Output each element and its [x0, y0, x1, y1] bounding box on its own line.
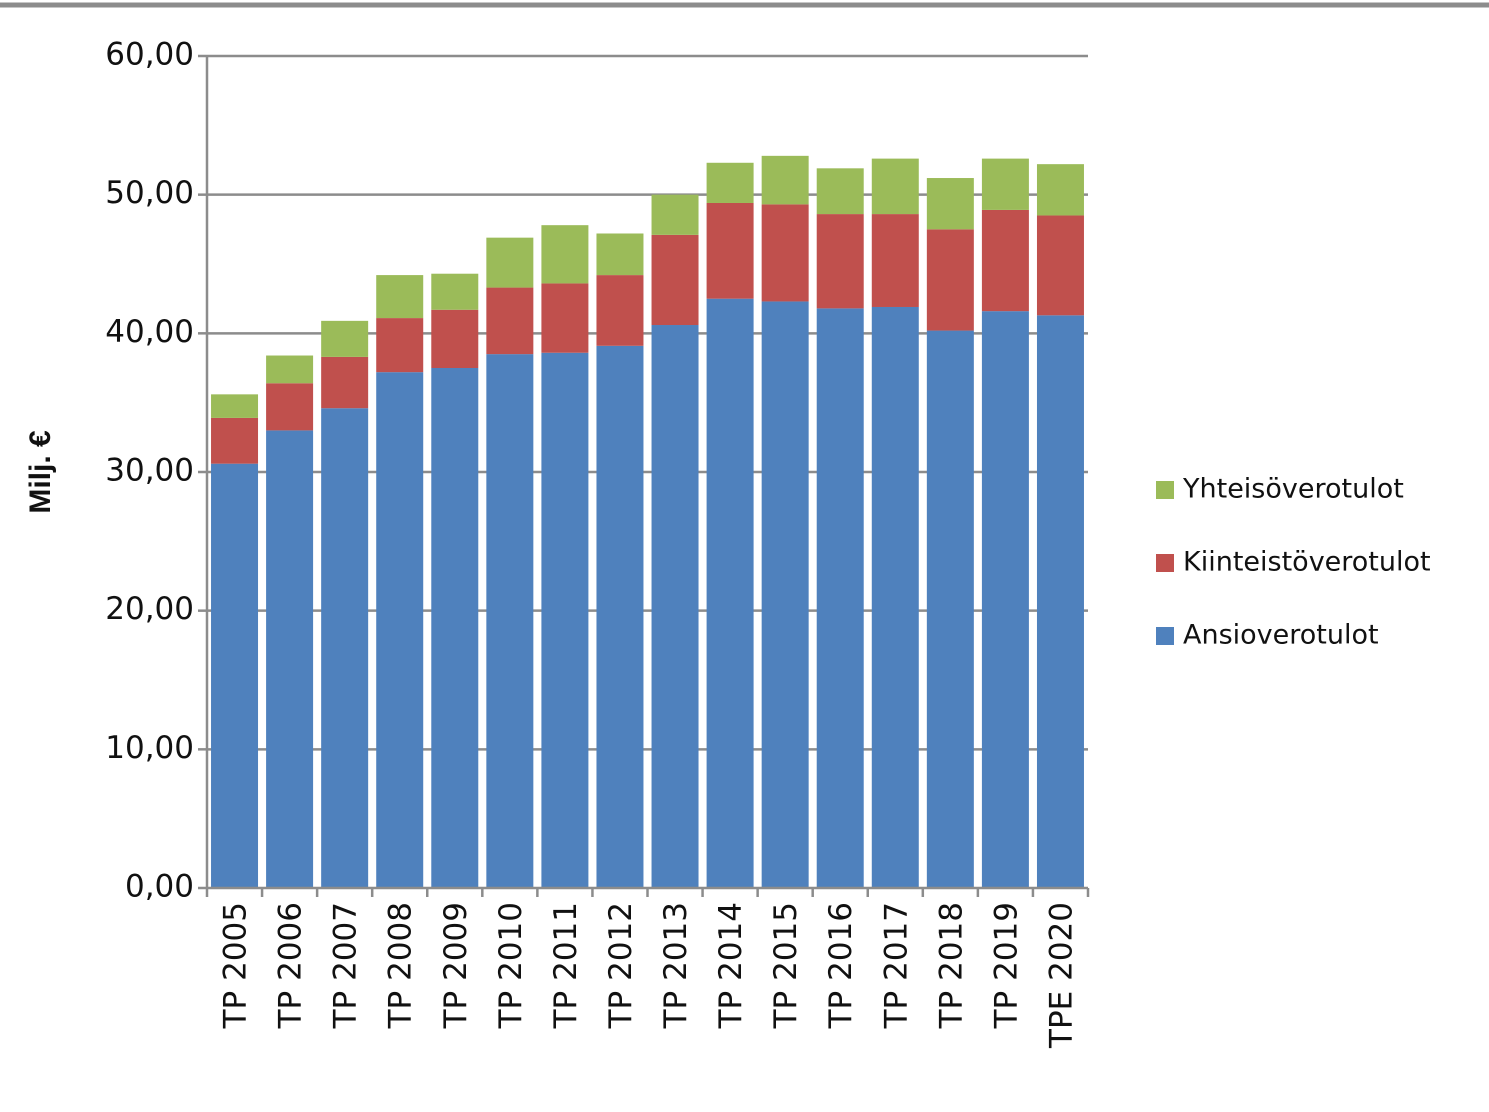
legend-swatch — [1156, 481, 1174, 499]
bar-segment — [541, 225, 589, 284]
bar-segment — [816, 214, 864, 309]
bar-segment — [981, 209, 1029, 312]
bar-segment — [431, 273, 479, 310]
bar-segment — [541, 352, 589, 888]
bar-segment — [1036, 164, 1084, 216]
bar-segment — [816, 168, 864, 215]
bar-segment — [486, 287, 534, 355]
bar-segment — [871, 214, 919, 307]
bar-segment — [1036, 315, 1084, 889]
y-tick-label: 30,00 — [105, 453, 194, 489]
bar-segment — [321, 320, 369, 357]
legend-swatch — [1156, 554, 1174, 572]
bar-segment — [651, 325, 699, 889]
bar-segment — [926, 229, 974, 331]
bar-segment — [376, 318, 424, 373]
y-axis-ticks: 0,00 10,00 20,00 30,00 40,00 50,00 60,00 — [105, 37, 207, 905]
bar-segment — [926, 330, 974, 888]
bar-segment — [651, 234, 699, 326]
bar-segment — [376, 372, 424, 888]
bar-segment — [541, 283, 589, 353]
x-tick-label: TP 2013 — [658, 902, 694, 1029]
bar-segment — [816, 308, 864, 889]
bar-segment — [761, 204, 809, 302]
bar-segment — [761, 155, 809, 205]
bar-segment — [981, 158, 1029, 210]
y-tick-label: 50,00 — [105, 175, 194, 211]
y-tick-label: 40,00 — [105, 314, 194, 350]
x-tick-label: TP 2015 — [768, 902, 804, 1029]
legend-swatch — [1156, 627, 1174, 645]
bar-segment — [596, 233, 644, 276]
y-tick-label: 0,00 — [125, 869, 194, 905]
legend-label: Ansioverotulot — [1183, 620, 1379, 651]
x-tick-label: TP 2012 — [603, 902, 639, 1029]
axes — [205, 56, 1090, 897]
bar-segment — [926, 178, 974, 230]
bar-segment — [431, 309, 479, 368]
x-tick-label: TP 2010 — [493, 902, 529, 1029]
bar-segment — [871, 306, 919, 888]
legend: Yhteisöverotulot Kiinteistöverotulot Ansio… — [1156, 474, 1431, 651]
y-tick-label: 60,00 — [105, 37, 194, 73]
bar-segment — [321, 356, 369, 409]
bar-segment — [1036, 215, 1084, 316]
bar-segment — [706, 202, 754, 299]
bar-segment — [871, 158, 919, 215]
x-tick-label: TP 2009 — [438, 902, 474, 1029]
x-tick-label: TP 2006 — [273, 902, 309, 1029]
bar-segment — [266, 430, 314, 888]
bar-segment — [981, 311, 1029, 888]
x-tick-label: TP 2019 — [988, 902, 1024, 1029]
legend-label: Yhteisöverotulot — [1182, 474, 1404, 505]
legend-label: Kiinteistöverotulot — [1183, 547, 1431, 578]
y-tick-label: 20,00 — [105, 591, 194, 627]
bar-segment — [211, 463, 259, 888]
bar-segment — [266, 383, 314, 431]
y-axis-label: Milj. € — [24, 430, 57, 514]
bar-segment — [596, 275, 644, 346]
bar-segment — [596, 345, 644, 888]
bar-segment — [486, 354, 534, 889]
x-axis-ticks: TP 2005 TP 2006 TP 2007 TP 2008 TP 2009 TP 20… — [218, 902, 1080, 1049]
bar-segment — [706, 298, 754, 889]
bar-segment — [706, 162, 754, 203]
bar-segment — [761, 301, 809, 888]
x-tick-label: TP 2014 — [713, 902, 749, 1029]
x-tick-label: TPE 2020 — [1043, 902, 1079, 1049]
x-tick-label: TP 2016 — [823, 902, 859, 1029]
bar-segment — [376, 275, 424, 319]
bars — [211, 155, 1084, 889]
x-tick-label: TP 2017 — [878, 902, 914, 1029]
bar-segment — [321, 408, 369, 888]
bar-segment — [211, 394, 259, 418]
bar-segment — [651, 194, 699, 235]
x-tick-label: TP 2008 — [383, 902, 419, 1029]
x-tick-label: TP 2011 — [548, 902, 584, 1029]
bar-segment — [211, 417, 259, 464]
bar-segment — [431, 368, 479, 888]
x-tick-label: TP 2018 — [933, 902, 969, 1029]
x-tick-label: TP 2005 — [218, 902, 254, 1029]
bar-segment — [486, 237, 534, 288]
x-tick-label: TP 2007 — [328, 902, 364, 1029]
y-tick-label: 10,00 — [105, 730, 194, 766]
bar-segment — [266, 355, 314, 384]
